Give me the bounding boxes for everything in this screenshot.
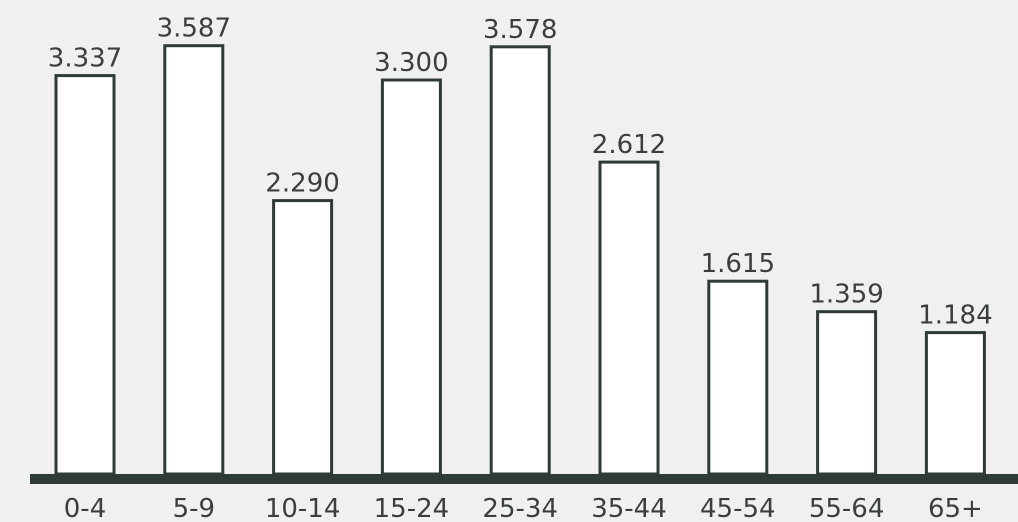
value-label: 1.184 — [918, 301, 992, 331]
category-label: 25-34 — [482, 494, 558, 522]
value-label: 2.612 — [592, 130, 666, 160]
bar-35-44 — [600, 162, 658, 474]
value-label: 2.290 — [265, 169, 339, 199]
bar-55-64 — [818, 312, 876, 474]
value-label: 3.300 — [374, 48, 448, 78]
category-label: 55-64 — [809, 494, 885, 522]
bar-5-9 — [165, 46, 223, 474]
category-label: 65+ — [928, 494, 983, 522]
value-label: 3.337 — [48, 44, 122, 74]
category-labels-group: 0-4 5-9 10-14 15-24 25-34 35-44 45-54 55-64 65+ — [64, 494, 983, 522]
category-label: 10-14 — [265, 494, 341, 522]
category-label: 15-24 — [374, 494, 450, 522]
value-label: 3.578 — [483, 15, 557, 45]
bar-10-14 — [274, 201, 332, 474]
value-label: 3.587 — [157, 14, 231, 44]
bar-65+ — [926, 333, 984, 474]
bars-group — [56, 46, 984, 474]
bar-15-24 — [382, 80, 440, 474]
category-label: 35-44 — [591, 494, 667, 522]
category-label: 45-54 — [700, 494, 776, 522]
bar-45-54 — [709, 281, 767, 474]
category-label: 0-4 — [64, 494, 106, 522]
bar-25-34 — [491, 47, 549, 474]
value-label: 1.615 — [701, 249, 775, 279]
value-label: 1.359 — [809, 280, 883, 310]
bar-0-4 — [56, 76, 114, 474]
category-label: 5-9 — [173, 494, 215, 522]
